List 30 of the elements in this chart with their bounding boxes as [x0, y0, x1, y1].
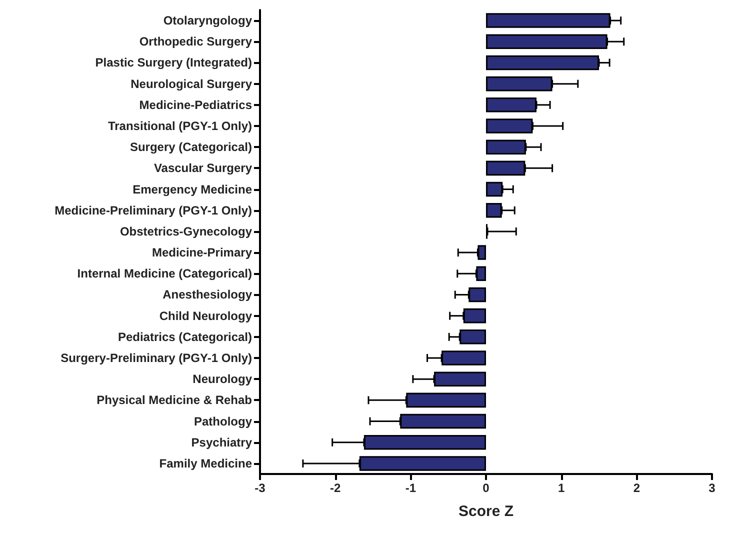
x-tick-label: -1 — [405, 481, 416, 495]
x-tick-label: 2 — [633, 481, 640, 495]
y-tick-label: Neurological Surgery — [130, 76, 252, 91]
x-axis-title: Score Z — [458, 503, 514, 520]
x-tick-label: 0 — [482, 481, 490, 495]
x-tick-label: 1 — [558, 481, 565, 495]
y-tick-label: Plastic Surgery (Integrated) — [95, 56, 252, 70]
x-tick-label: -3 — [254, 481, 266, 495]
y-tick-label: Anesthesiology — [162, 288, 252, 302]
y-tick-label: Surgery-Preliminary (PGY-1 Only) — [60, 351, 252, 365]
x-tick-label: -2 — [330, 481, 341, 495]
y-tick-label: Internal Medicine (Categorical) — [77, 266, 252, 281]
y-tick-label: Orthopedic Surgery — [139, 34, 252, 49]
y-tick-label: Child Neurology — [159, 308, 252, 323]
y-tick-label: Surgery (Categorical) — [130, 140, 252, 154]
y-tick-label: Neurology — [192, 372, 252, 386]
y-tick-label: Family Medicine — [159, 456, 252, 470]
y-tick-label: Pediatrics (Categorical) — [118, 330, 252, 344]
y-tick-label: Otolaryngology — [163, 14, 252, 28]
y-tick-label: Transitional (PGY-1 Only) — [108, 119, 252, 133]
y-tick-label: Medicine-Preliminary (PGY-1 Only) — [54, 203, 252, 218]
y-tick-label: Pathology — [194, 414, 252, 428]
y-tick-label: Obstetrics-Gynecology — [120, 224, 252, 238]
x-tick-label: 3 — [708, 481, 716, 495]
y-tick-label: Physical Medicine & Rehab — [96, 393, 252, 408]
y-tick-label: Medicine-Primary — [152, 246, 252, 260]
y-tick-label: Medicine-Pediatrics — [139, 98, 252, 112]
y-tick-label: Vascular Surgery — [154, 161, 252, 176]
y-tick-label: Psychiatry — [191, 435, 252, 450]
y-tick-label: Emergency Medicine — [132, 182, 252, 196]
